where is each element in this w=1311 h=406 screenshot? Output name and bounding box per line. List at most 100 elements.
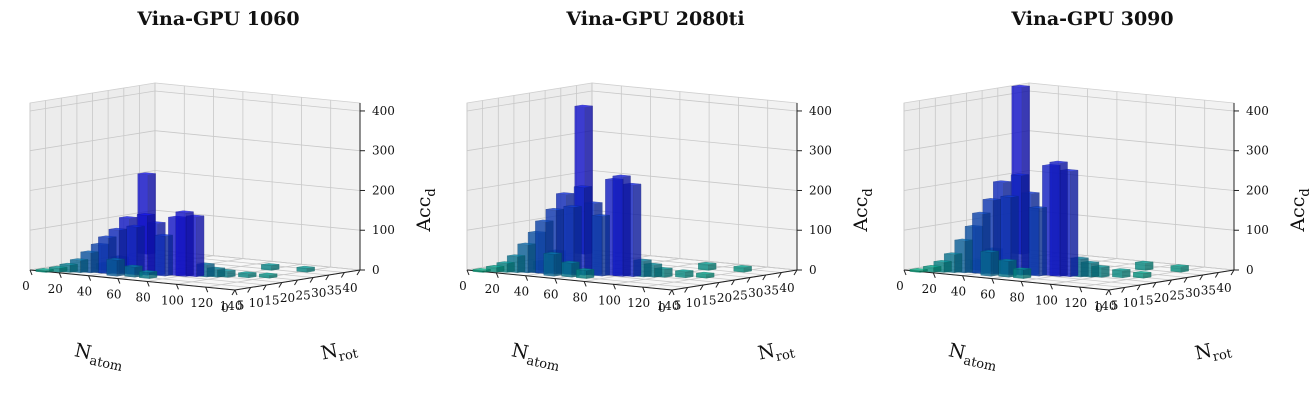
y-tick-label: 30: [311, 286, 326, 300]
y-tick: [1168, 279, 1172, 286]
x-tick: [205, 286, 209, 293]
y-tick-label: 35: [764, 284, 779, 298]
y-tick: [309, 277, 314, 283]
x-tick-label: 120: [627, 296, 650, 310]
x-tick-label: 80: [136, 290, 151, 304]
y-tick: [777, 272, 782, 278]
z-tick-label: 300: [809, 144, 832, 158]
y-tick: [668, 289, 673, 296]
z-axis-label: Accd: [413, 188, 437, 232]
y-axis-label: Nrot: [756, 335, 797, 368]
y-tick: [731, 279, 735, 286]
bar: [261, 263, 280, 271]
z-tick-label: 400: [809, 104, 832, 118]
y-tick: [231, 289, 236, 296]
y-tick: [715, 282, 720, 288]
y-tick: [247, 287, 252, 293]
x-tick: [88, 275, 92, 281]
bar: [733, 265, 752, 273]
x-tick: [1049, 284, 1053, 290]
y-tick: [762, 274, 767, 281]
chart-panel-3090: Vina-GPU 3090 0 20 40 60 80 100 120 140 0 5 10 15 20…: [874, 0, 1311, 406]
y-tick-label: 15: [1138, 294, 1153, 308]
y-tick: [278, 282, 283, 288]
bar: [675, 269, 694, 279]
z-tick-label: 300: [1246, 144, 1269, 158]
y-axis-label: Nrot: [319, 335, 360, 368]
z-tick-label: 200: [1246, 183, 1269, 197]
x-tick: [671, 289, 675, 296]
bar: [106, 257, 125, 277]
y-tick-label: 35: [327, 284, 342, 298]
z-tick-label: 100: [809, 223, 832, 237]
z-tick-label: 0: [809, 263, 817, 277]
bar: [612, 174, 631, 277]
y-tick: [699, 284, 704, 291]
y-tick-label: 0: [1095, 301, 1103, 315]
y-tick-label: 5: [237, 299, 245, 313]
chart-panel-2080ti: Vina-GPU 2080ti 0 20 40 60 80 100 120 140 0 5 10 15…: [437, 0, 874, 406]
y-tick-label: 10: [249, 296, 264, 310]
bar: [296, 265, 315, 273]
x-tick-label: 40: [77, 285, 92, 299]
y-tick: [1214, 272, 1219, 278]
x-axis-line: [466, 269, 673, 291]
x-tick-label: 80: [573, 290, 588, 304]
y-tick: [262, 284, 267, 291]
x-axis-label: Natom: [509, 339, 563, 375]
y-tick-label: 40: [1216, 281, 1231, 295]
x-tick-label: 0: [459, 279, 467, 293]
y-tick-label: 20: [1154, 291, 1169, 305]
x-tick: [58, 272, 62, 279]
x-tick-label: 100: [1035, 293, 1058, 307]
z-grid-line: [29, 130, 361, 152]
x-tick-label: 0: [22, 279, 30, 293]
y-tick-label: 20: [280, 291, 295, 305]
z-tick-label: 100: [372, 223, 395, 237]
y-tick-label: 35: [1201, 284, 1216, 298]
x-tick: [1108, 289, 1112, 296]
z-tick-label: 400: [372, 104, 395, 118]
y-tick: [684, 287, 689, 293]
x-tick-label: 120: [190, 296, 213, 310]
x-tick-label: 0: [896, 279, 904, 293]
z-tick-label: 200: [372, 183, 395, 197]
x-tick: [466, 269, 470, 276]
x-tick: [612, 284, 616, 290]
x-tick-label: 120: [1064, 296, 1087, 310]
y-tick-label: 30: [748, 286, 763, 300]
x-tick: [991, 278, 995, 284]
bar: [909, 268, 928, 273]
x-tick: [234, 289, 238, 296]
bar: [259, 272, 278, 279]
x-tick: [932, 272, 936, 279]
z-grid-line: [29, 170, 361, 191]
x-tick: [495, 272, 499, 279]
y-tick: [1199, 274, 1204, 281]
y-tick-label: 25: [732, 289, 747, 303]
y-tick: [1152, 282, 1157, 288]
x-tick: [1079, 286, 1083, 293]
x-axis-line: [903, 269, 1110, 291]
y-tick: [1121, 287, 1126, 293]
y-axis-label: Nrot: [1193, 335, 1234, 368]
y-tick: [1183, 277, 1188, 283]
y-tick: [340, 272, 345, 278]
bar: [563, 204, 582, 276]
bar: [35, 268, 54, 273]
y-tick: [746, 277, 751, 283]
x-axis-line: [29, 269, 236, 291]
bar: [238, 271, 257, 279]
bar: [1135, 260, 1154, 271]
bar: [486, 265, 505, 273]
x-tick-label: 100: [161, 293, 184, 307]
z-axis-label: Accd: [1287, 188, 1311, 232]
bar: [591, 214, 610, 277]
x-tick-label: 20: [922, 282, 937, 296]
z-tick-label: 300: [372, 144, 395, 158]
x-tick: [1020, 281, 1024, 287]
x-tick-label: 100: [598, 293, 621, 307]
